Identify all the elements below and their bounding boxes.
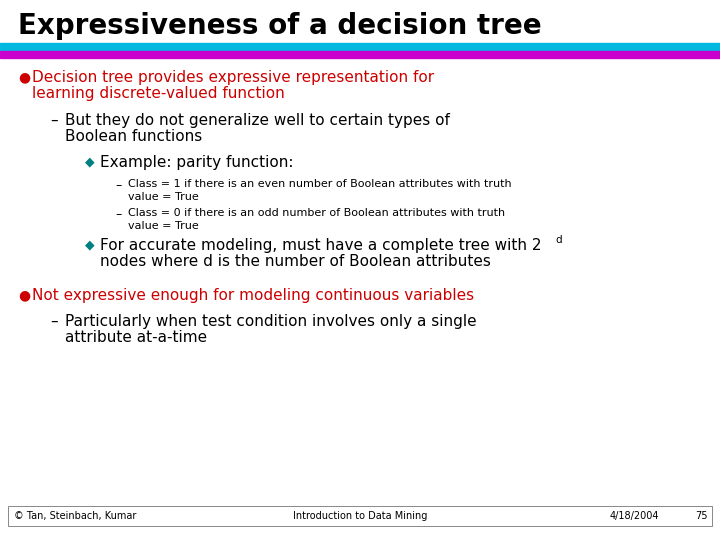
Text: Class = 0 if there is an odd number of Boolean attributes with truth: Class = 0 if there is an odd number of B… [128, 208, 505, 218]
Text: 4/18/2004: 4/18/2004 [610, 511, 660, 521]
Text: ◆: ◆ [85, 155, 94, 168]
Text: learning discrete-valued function: learning discrete-valued function [32, 86, 284, 101]
Text: –: – [50, 314, 58, 329]
Text: Expressiveness of a decision tree: Expressiveness of a decision tree [18, 12, 541, 40]
Text: Example: parity function:: Example: parity function: [100, 155, 294, 170]
Text: Introduction to Data Mining: Introduction to Data Mining [293, 511, 427, 521]
Text: –: – [115, 179, 121, 192]
Text: attribute at-a-time: attribute at-a-time [65, 330, 207, 345]
Text: ●: ● [18, 288, 30, 302]
Text: d: d [555, 235, 562, 245]
Text: –: – [50, 113, 58, 128]
Text: nodes where d is the number of Boolean attributes: nodes where d is the number of Boolean a… [100, 254, 491, 269]
Text: Boolean functions: Boolean functions [65, 129, 202, 144]
Text: For accurate modeling, must have a complete tree with 2: For accurate modeling, must have a compl… [100, 238, 541, 253]
Text: © Tan, Steinbach, Kumar: © Tan, Steinbach, Kumar [14, 511, 136, 521]
Text: ●: ● [18, 70, 30, 84]
Text: But they do not generalize well to certain types of: But they do not generalize well to certa… [65, 113, 450, 128]
Text: value = True: value = True [128, 192, 199, 202]
Text: Not expressive enough for modeling continuous variables: Not expressive enough for modeling conti… [32, 288, 474, 303]
Text: Decision tree provides expressive representation for: Decision tree provides expressive repres… [32, 70, 434, 85]
Text: Class = 1 if there is an even number of Boolean attributes with truth: Class = 1 if there is an even number of … [128, 179, 512, 189]
Text: 75: 75 [695, 511, 708, 521]
Bar [8, 506, 712, 526]
Bar [0, 51, 720, 58]
Bar [0, 43, 720, 50]
Text: ◆: ◆ [85, 238, 94, 251]
Text: value = True: value = True [128, 221, 199, 231]
Text: Particularly when test condition involves only a single: Particularly when test condition involve… [65, 314, 477, 329]
Text: –: – [115, 208, 121, 221]
